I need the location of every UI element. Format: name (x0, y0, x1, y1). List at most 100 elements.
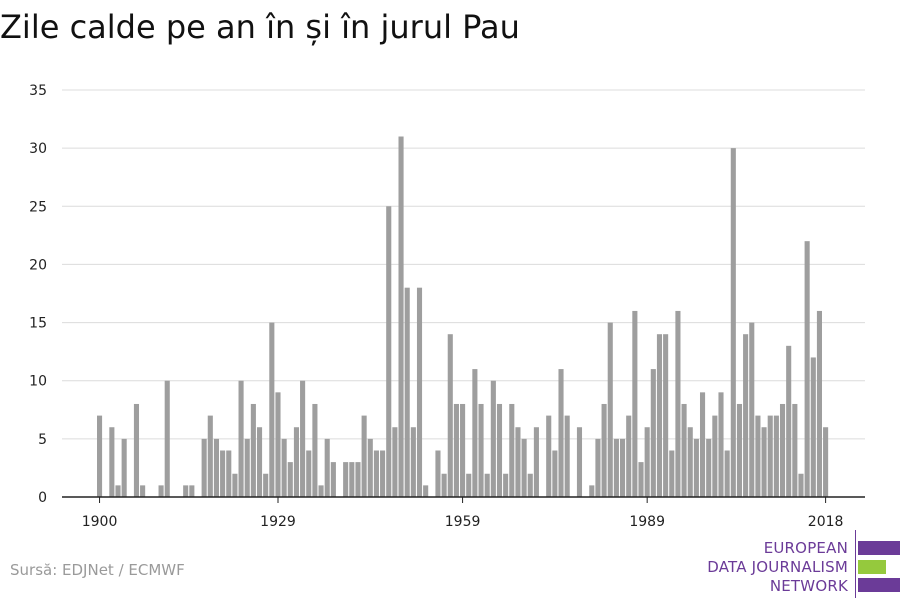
bar (521, 438, 527, 497)
bar (220, 450, 226, 497)
bar (515, 427, 521, 497)
bar (453, 403, 459, 497)
bar (300, 380, 306, 497)
bar (133, 403, 140, 497)
bar (564, 415, 570, 497)
bar (589, 485, 595, 497)
x-tick-label: 1929 (260, 514, 296, 530)
bar (675, 310, 681, 497)
bar (650, 369, 656, 497)
bar (595, 438, 601, 497)
bar (792, 403, 798, 497)
bar (263, 473, 269, 497)
chart-title: Zile calde pe an în și în jurul Pau (0, 8, 520, 46)
bar (330, 462, 336, 497)
bar (349, 462, 355, 497)
bar (718, 392, 724, 497)
bar (810, 357, 816, 497)
bar (213, 438, 220, 497)
bar (620, 438, 626, 497)
bar (761, 427, 767, 497)
bar (779, 403, 786, 497)
bar (115, 485, 121, 497)
bar (232, 473, 238, 497)
y-tick-label: 15 (29, 316, 47, 332)
bar (533, 427, 539, 497)
bar (466, 473, 472, 497)
bar (706, 438, 712, 497)
bar (558, 369, 564, 497)
bar (158, 485, 164, 497)
bar (355, 462, 361, 497)
x-tick-label: 1900 (82, 514, 118, 530)
bar (607, 322, 613, 497)
bar (552, 450, 558, 497)
bar (226, 450, 232, 497)
bar (663, 334, 669, 497)
bar (435, 450, 441, 497)
bar (121, 438, 127, 497)
bar (207, 415, 213, 497)
bar (256, 427, 263, 497)
logo-line-2: DATA JOURNALISM (707, 558, 848, 576)
bar (669, 450, 675, 497)
bar (287, 462, 293, 497)
bar (755, 415, 761, 497)
y-tick-label: 30 (29, 141, 47, 157)
bar (490, 380, 496, 497)
y-tick-label: 10 (29, 374, 47, 390)
bar (183, 485, 189, 497)
bar (373, 450, 379, 497)
y-tick-label: 0 (38, 490, 47, 506)
bar (496, 403, 503, 497)
bar (503, 473, 509, 497)
bar (613, 438, 619, 497)
bar (238, 380, 244, 497)
bar (343, 462, 349, 497)
bar (484, 473, 490, 497)
bar (109, 427, 115, 497)
bars (97, 136, 829, 498)
bar (687, 427, 693, 497)
bar (367, 438, 373, 497)
bar (392, 427, 398, 497)
bar (712, 415, 718, 497)
y-tick-label: 35 (29, 83, 47, 99)
bar (423, 485, 429, 497)
logo-bar-1 (858, 541, 900, 555)
bar (201, 438, 207, 497)
logo-divider (855, 530, 856, 598)
bar (250, 403, 256, 497)
bar (460, 403, 466, 497)
bar (576, 427, 583, 497)
bar (140, 485, 146, 497)
bar-chart: 0 5 10 15 20 25 30 35 1900 1929 1959 1989 2018 (29, 83, 865, 530)
bar (361, 415, 367, 497)
bar (681, 403, 687, 497)
bar (244, 438, 250, 497)
bar (312, 403, 318, 497)
bar (743, 334, 749, 497)
bar (97, 415, 103, 497)
bar (626, 415, 632, 497)
bar (189, 485, 195, 497)
logo-line-1: EUROPEAN (763, 539, 848, 557)
y-tick-label: 20 (29, 257, 47, 273)
bar (410, 427, 416, 497)
edjnet-logo: EUROPEAN DATA JOURNALISM NETWORK (700, 530, 900, 598)
y-tick-label: 5 (38, 432, 47, 448)
bar (767, 415, 773, 497)
bar (699, 392, 706, 497)
bar (164, 380, 170, 497)
bar (816, 310, 822, 497)
x-tick-label: 2018 (808, 514, 844, 530)
bar (749, 322, 755, 497)
bar (644, 427, 650, 497)
bar (441, 473, 447, 497)
bar (638, 462, 644, 497)
logo-bar-3 (858, 578, 900, 592)
bar (472, 369, 478, 497)
logo-line-3: NETWORK (769, 577, 848, 595)
bar (736, 403, 743, 497)
bar (823, 427, 829, 497)
